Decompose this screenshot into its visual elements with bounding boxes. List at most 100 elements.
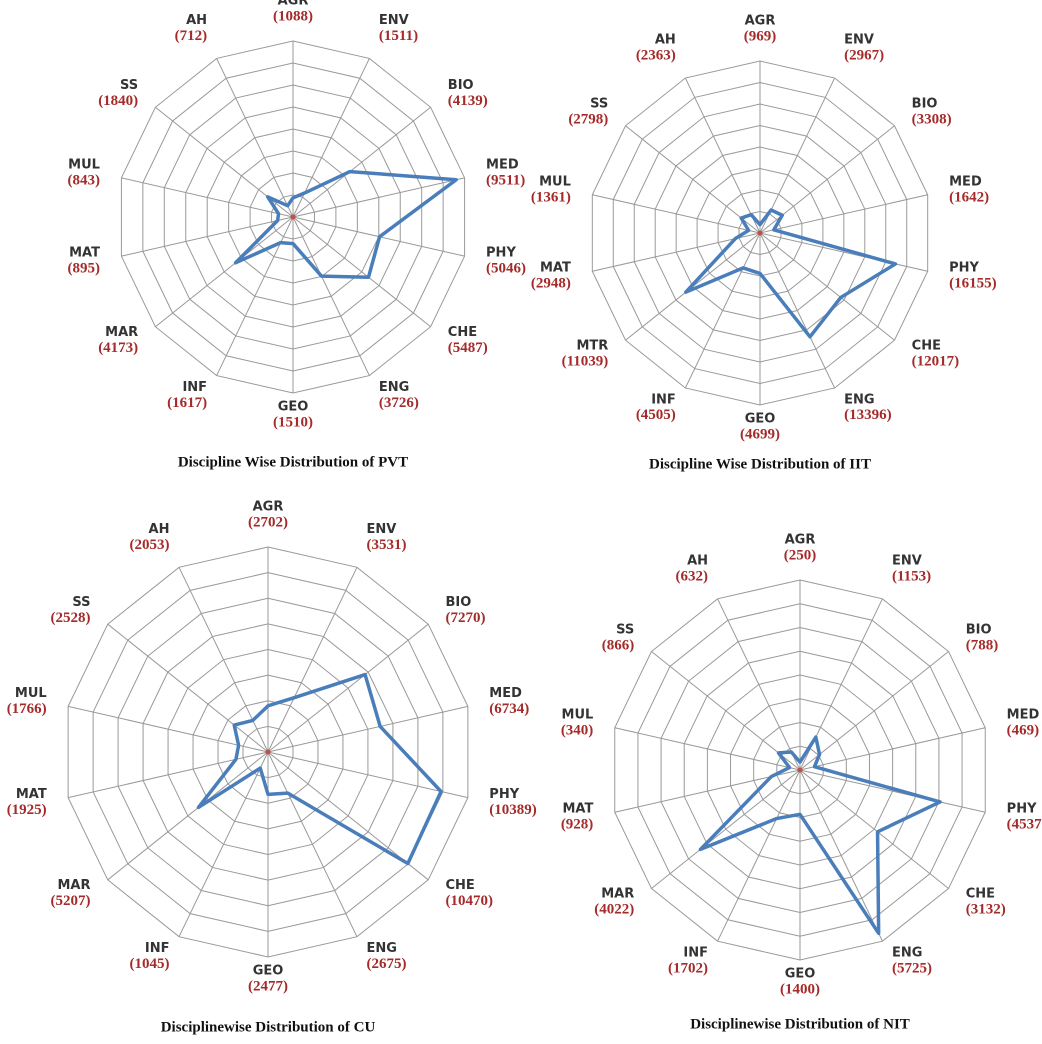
category-label: AGR — [745, 14, 776, 29]
spoke — [651, 769, 801, 889]
spoke — [121, 216, 294, 257]
chart-title: Disciplinewise Distribution of CU — [161, 1019, 376, 1035]
category-label: ENG — [844, 392, 874, 407]
spoke — [799, 769, 949, 889]
category-label: MAR — [601, 887, 634, 902]
spoke — [684, 77, 761, 234]
category-label: SS — [72, 595, 90, 610]
spoke — [759, 77, 836, 234]
category-label: CHE — [448, 325, 477, 340]
value-label: (1766) — [7, 701, 47, 717]
category-label: ENV — [844, 33, 874, 48]
spoke — [799, 769, 986, 813]
category-label: GEO — [278, 400, 309, 415]
spoke — [216, 216, 294, 376]
value-label: (250) — [784, 547, 817, 563]
radar-line — [233, 169, 458, 279]
spoke — [155, 216, 294, 328]
value-label: (1361) — [531, 189, 571, 205]
value-label: (1925) — [7, 802, 47, 818]
value-label: (10470) — [445, 893, 493, 909]
category-label: ENV — [379, 13, 409, 28]
category-label: AH — [655, 33, 676, 48]
category-label: MUL — [562, 707, 594, 722]
category-label: SS — [590, 97, 608, 112]
spoke — [592, 232, 761, 272]
value-label: (5725) — [892, 960, 932, 976]
value-label: (12017) — [912, 353, 960, 369]
category-label: MAT — [562, 802, 593, 817]
value-label: (712) — [175, 28, 208, 44]
center-dot — [290, 214, 296, 220]
radar-line — [698, 735, 942, 936]
value-label: (7270) — [445, 610, 485, 626]
category-label: MED — [489, 686, 522, 701]
category-label: BIO — [445, 595, 471, 610]
value-label: (3308) — [912, 111, 952, 127]
value-label: (1642) — [949, 189, 989, 205]
value-label: (4699) — [740, 426, 780, 442]
spoke — [759, 232, 895, 341]
category-label: INF — [651, 392, 676, 407]
spoke — [292, 177, 465, 218]
category-label: AH — [149, 522, 170, 537]
chart-title: Discipline Wise Distribution of IIT — [649, 456, 871, 472]
category-label: ENV — [892, 553, 922, 568]
category-label: GEO — [745, 412, 776, 427]
category-label: CHE — [966, 887, 995, 902]
value-label: (3726) — [379, 395, 419, 411]
category-label: MAT — [540, 261, 571, 276]
category-label: PHY — [486, 246, 516, 261]
category-label: PHY — [949, 261, 979, 276]
center-dot — [265, 749, 271, 755]
value-label: (1400) — [780, 981, 820, 997]
category-label: SS — [616, 622, 634, 637]
value-label: (2477) — [248, 978, 288, 994]
value-label: (4022) — [594, 902, 634, 918]
value-label: (2053) — [130, 537, 170, 553]
radar-line — [196, 672, 443, 866]
category-label: CHE — [912, 338, 941, 353]
spoke — [267, 751, 358, 937]
center-dot — [797, 767, 803, 773]
value-label: (3531) — [366, 537, 406, 553]
value-label: (1510) — [273, 414, 313, 430]
category-label: PHY — [489, 787, 519, 802]
value-label: (1045) — [130, 956, 170, 972]
value-label: (9511) — [486, 172, 525, 188]
category-label: AGR — [785, 533, 816, 548]
category-label: AH — [186, 13, 207, 28]
category-label: MED — [949, 174, 982, 189]
category-label: ENG — [892, 946, 922, 961]
value-label: (13396) — [844, 407, 892, 423]
value-label: (4139) — [448, 93, 488, 109]
value-label: (2528) — [51, 610, 91, 626]
value-label: (1617) — [167, 395, 207, 411]
value-label: (5487) — [448, 340, 488, 356]
category-label: CHE — [445, 878, 474, 893]
spoke — [267, 567, 358, 753]
spoke — [292, 216, 431, 328]
category-label: BIO — [912, 97, 938, 112]
value-label: (632) — [676, 568, 709, 584]
spoke — [267, 751, 468, 799]
value-label: (928) — [561, 817, 594, 833]
value-label: (866) — [602, 637, 635, 653]
spoke — [799, 769, 883, 942]
spoke — [107, 751, 269, 881]
category-label: GEO — [785, 967, 816, 982]
category-label: MTR — [576, 338, 608, 353]
value-label: (4173) — [98, 340, 138, 356]
category-label: AH — [687, 553, 708, 568]
category-label: PHY — [1007, 802, 1037, 817]
value-label: (2363) — [636, 48, 676, 64]
category-label: BIO — [966, 622, 992, 637]
category-label: MUL — [15, 686, 47, 701]
spoke — [759, 194, 928, 234]
category-label: BIO — [448, 78, 474, 93]
value-label: (1088) — [273, 8, 313, 24]
value-label: (469) — [1007, 722, 1040, 738]
spoke — [178, 567, 269, 753]
spoke — [799, 651, 949, 771]
